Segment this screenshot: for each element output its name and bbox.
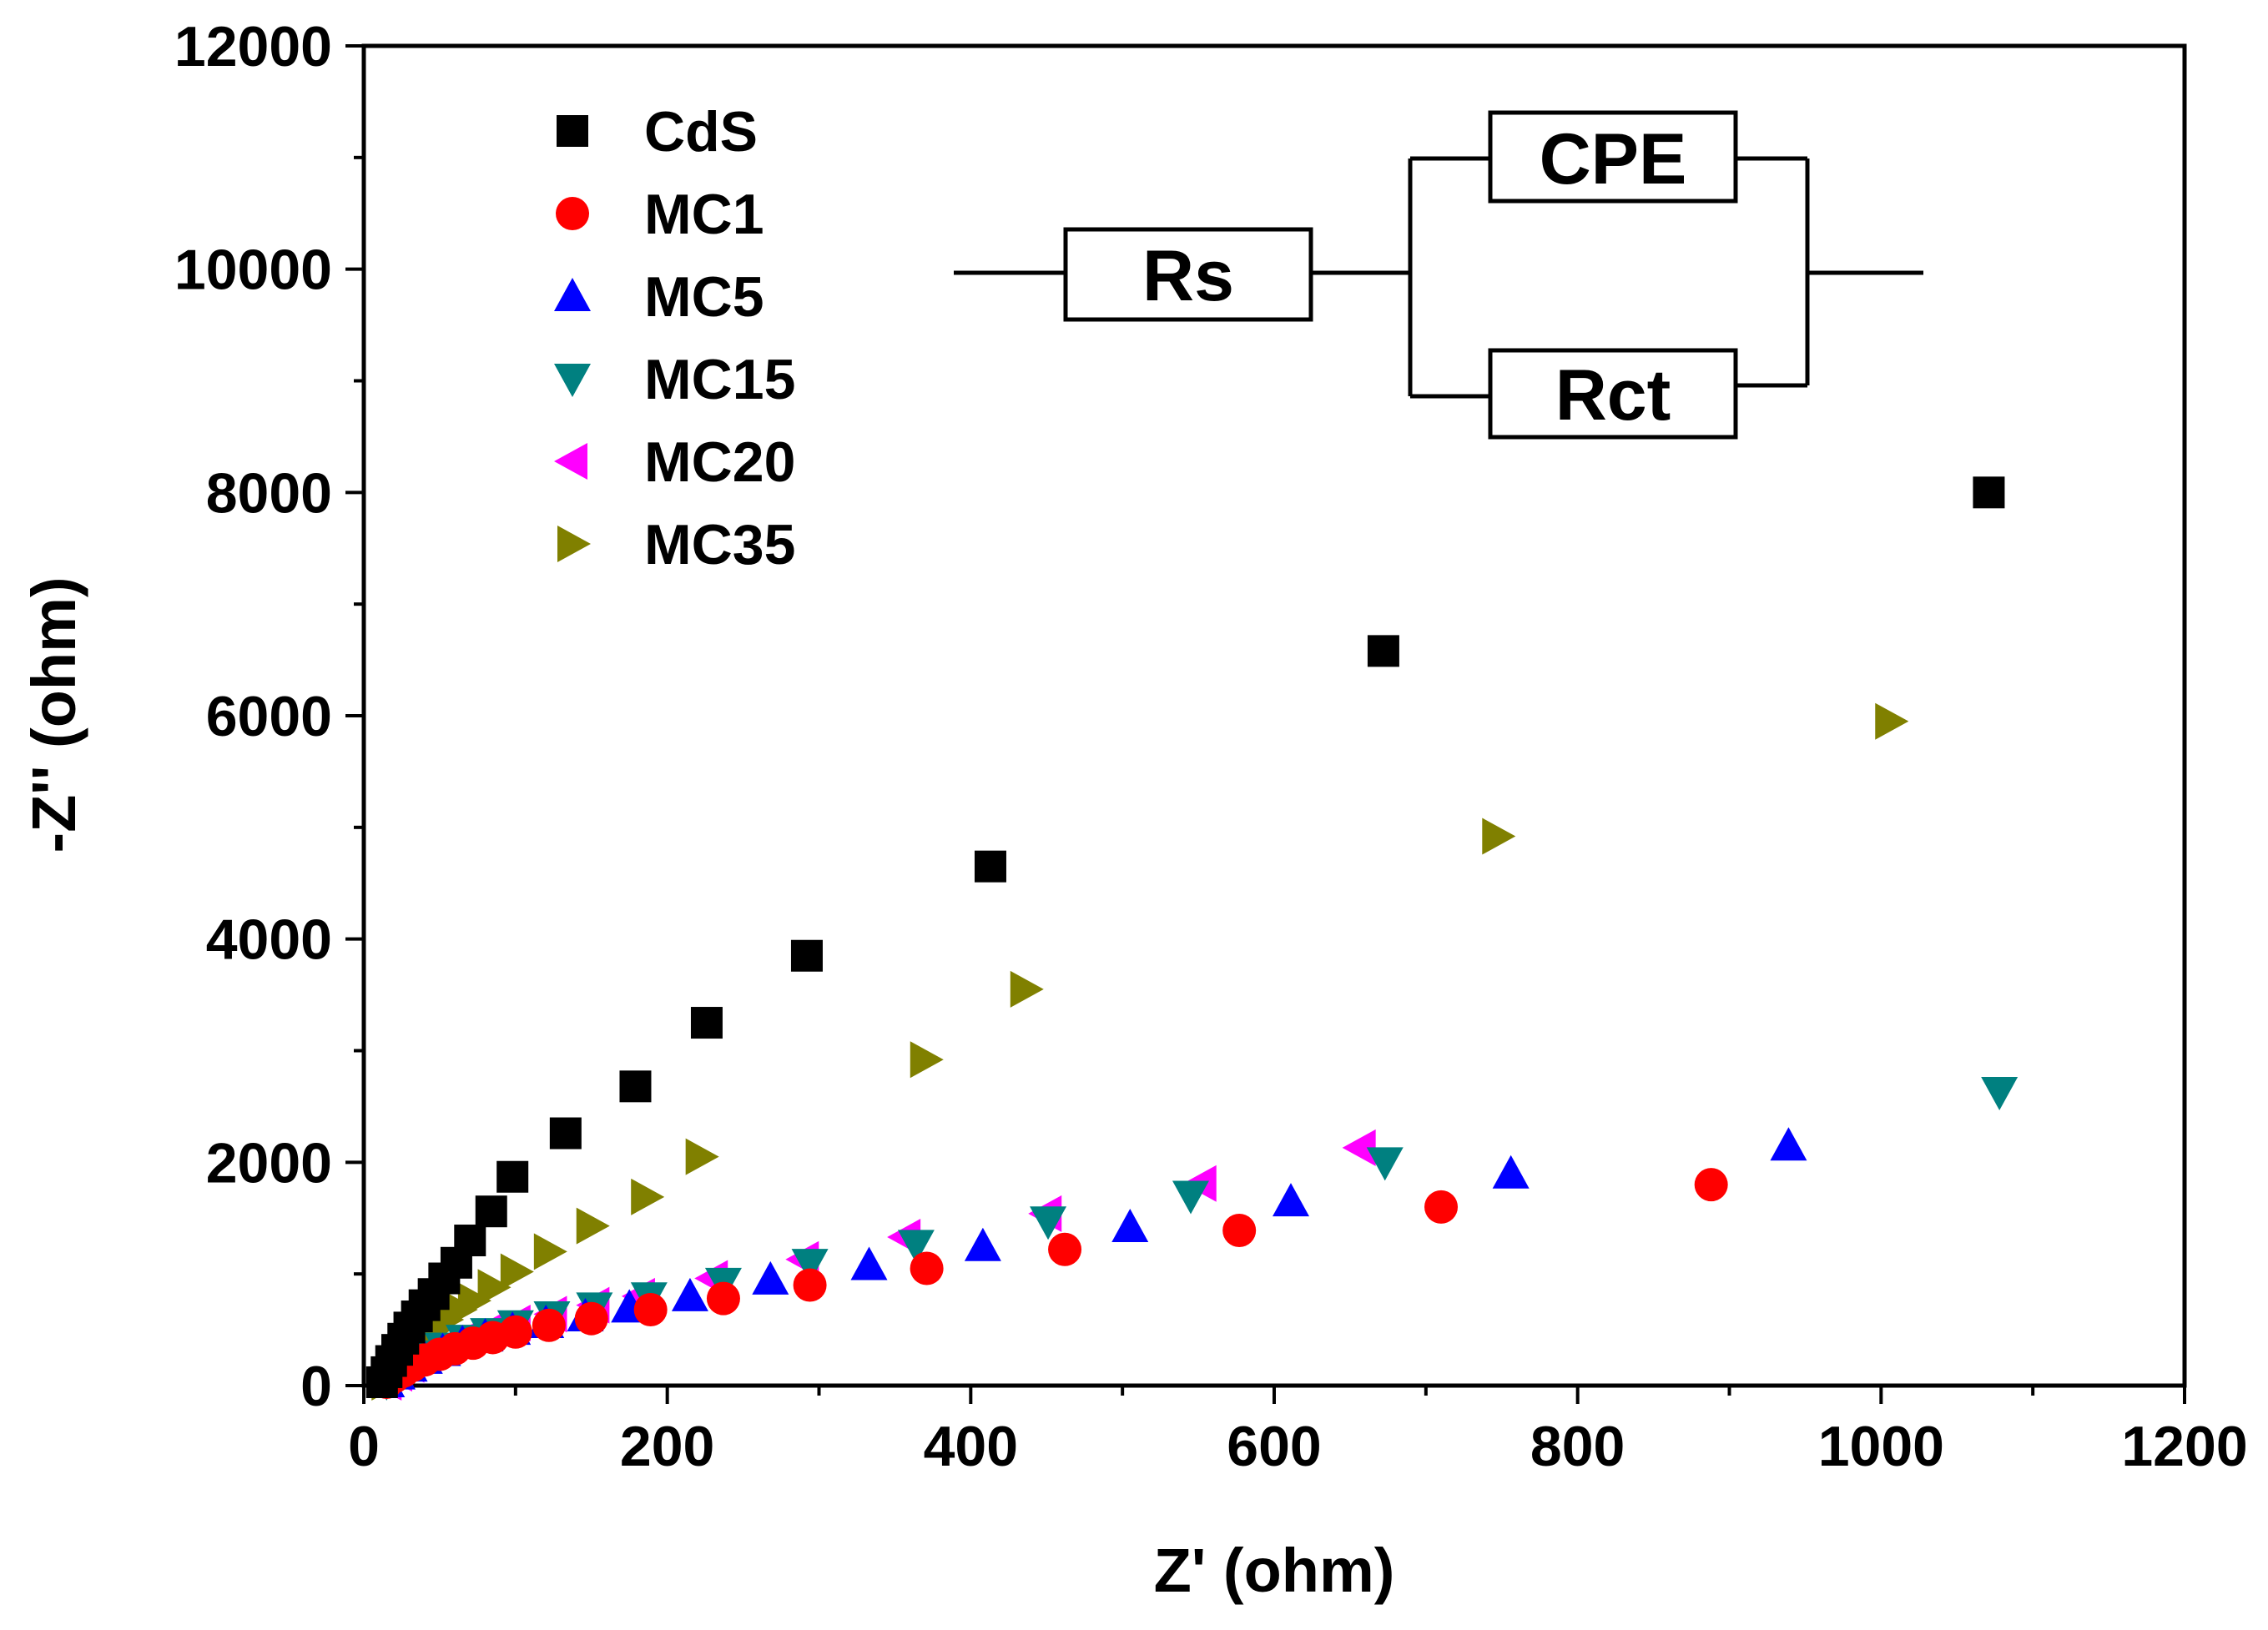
circuit-cpe-label: CPE	[1540, 119, 1687, 199]
data-point	[1981, 1077, 2019, 1111]
data-point	[532, 1308, 566, 1342]
data-markers	[365, 476, 2019, 1401]
data-point	[1030, 1206, 1067, 1240]
data-point	[1342, 1129, 1376, 1166]
y-tick-labels: 0 2000 4000 6000 8000 10000 12000	[174, 15, 332, 1418]
legend-label: MC20	[644, 430, 795, 494]
data-point	[690, 1007, 723, 1039]
circuit-rs-label: Rs	[1142, 236, 1234, 316]
circuit-rct-box	[1488, 348, 1738, 440]
x-tick-label: 600	[1227, 1415, 1321, 1478]
data-point	[633, 1292, 668, 1326]
x-tick-label: 1000	[1818, 1415, 1944, 1478]
x-tick-labels: 0 200 400 600 800 1000 1200	[348, 1415, 2248, 1478]
data-point	[1492, 1155, 1530, 1189]
data-point	[574, 1301, 608, 1336]
y-tick-label: 4000	[206, 908, 332, 972]
data-point	[454, 1225, 486, 1257]
data-point	[1048, 1232, 1082, 1266]
data-point	[793, 1268, 827, 1302]
legend-marker	[554, 278, 591, 311]
data-point	[496, 1160, 529, 1193]
data-point	[1273, 1183, 1310, 1217]
x-tick-label: 800	[1530, 1415, 1625, 1478]
x-tick-label: 400	[924, 1415, 1018, 1478]
data-point	[685, 1138, 719, 1175]
data-point	[1482, 818, 1516, 855]
data-point	[910, 1041, 944, 1079]
circuit-cpe-box	[1488, 110, 1738, 204]
data-point	[1172, 1180, 1209, 1215]
data-point	[619, 1070, 652, 1103]
data-point	[1367, 635, 1399, 667]
legend-label: CdS	[644, 100, 758, 164]
data-point	[533, 1233, 567, 1270]
circuit-rct-label: Rct	[1555, 355, 1671, 435]
data-point	[791, 1249, 829, 1283]
data-point	[1424, 1190, 1459, 1224]
circuit-rs-box	[1063, 227, 1313, 322]
data-point	[1111, 1208, 1149, 1242]
data-point	[457, 1282, 491, 1320]
data-point	[500, 1253, 534, 1290]
legend-label: MC15	[644, 348, 795, 411]
x-tick-label: 200	[620, 1415, 714, 1478]
y-tick-label: 6000	[206, 685, 332, 748]
legend-marker	[554, 364, 591, 397]
equivalent-circuit	[954, 110, 1923, 440]
data-point	[477, 1269, 512, 1306]
x-tick-label: 0	[348, 1415, 380, 1478]
legend-label: MC5	[644, 265, 764, 329]
data-point	[631, 1178, 665, 1215]
data-point	[1973, 476, 2005, 509]
x-axis-title: Z' (ohm)	[1154, 1536, 1395, 1605]
data-point	[498, 1315, 532, 1349]
legend-label: MC1	[644, 183, 764, 246]
data-point	[850, 1246, 888, 1280]
data-point	[549, 1117, 582, 1150]
legend-marker	[557, 115, 588, 147]
data-point	[1770, 1127, 1807, 1161]
data-point	[706, 1281, 740, 1316]
legend-marker	[557, 526, 591, 562]
data-point	[576, 1207, 610, 1245]
y-tick-label: 8000	[206, 461, 332, 525]
data-point	[974, 850, 1006, 883]
data-point	[1694, 1168, 1728, 1202]
legend-marker	[556, 197, 589, 230]
data-point	[1875, 702, 1909, 740]
y-tick-label: 12000	[174, 15, 332, 78]
data-point	[897, 1230, 935, 1264]
legend: CdS MC1 MC5 MC15 MC20 MC35	[554, 100, 795, 576]
legend-label: MC35	[644, 513, 795, 576]
data-point	[1366, 1147, 1404, 1181]
data-point	[964, 1227, 1001, 1261]
y-tick-label: 0	[300, 1355, 332, 1418]
data-point	[671, 1277, 708, 1311]
y-tick-label: 10000	[174, 239, 332, 302]
data-point	[752, 1260, 789, 1295]
data-point	[475, 1195, 507, 1228]
data-point	[1222, 1213, 1257, 1247]
data-point	[1010, 970, 1044, 1008]
x-tick-label: 1200	[2121, 1415, 2247, 1478]
data-point	[790, 939, 823, 972]
axis-ticks	[345, 44, 2186, 1404]
series-cds	[365, 476, 2005, 1398]
y-tick-label: 2000	[206, 1131, 332, 1195]
y-axis-title: -Z'' (ohm)	[19, 576, 88, 853]
data-point	[910, 1251, 944, 1285]
legend-marker	[554, 443, 587, 480]
